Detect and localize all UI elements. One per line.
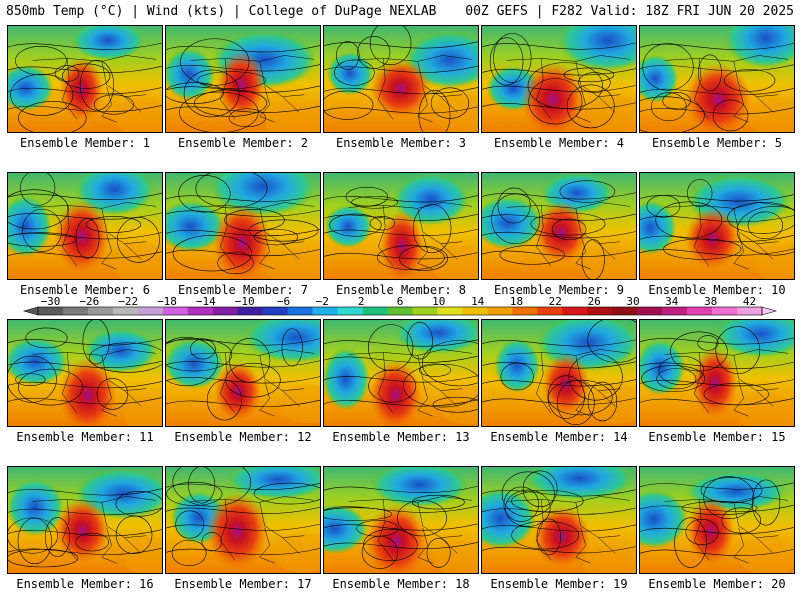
colorbar-bin <box>237 307 263 315</box>
colorbar-bin <box>462 307 488 315</box>
member-label-16: Ensemble Member: 16 <box>16 577 154 591</box>
colorbar-tick-label: 34 <box>665 296 679 308</box>
colorbar-tick-label: 42 <box>743 296 756 308</box>
member-label-19: Ensemble Member: 19 <box>490 577 628 591</box>
colorbar-bin <box>512 307 538 315</box>
colorbar-bin <box>612 307 638 315</box>
colorbar-bin <box>337 307 363 315</box>
member-map-9 <box>481 172 637 280</box>
member-map-19 <box>481 466 637 574</box>
member-label-2: Ensemble Member: 2 <box>177 136 309 150</box>
colorbar-bin <box>312 307 338 315</box>
colorbar-bin <box>187 307 214 315</box>
colorbar-tick-label: −10 <box>235 296 255 308</box>
member-label-13: Ensemble Member: 13 <box>332 430 470 444</box>
member-label-18: Ensemble Member: 18 <box>332 577 470 591</box>
member-map-14 <box>481 319 637 427</box>
colorbar-tick-label: −18 <box>157 296 177 308</box>
colorbar-tick-label: −26 <box>79 296 99 308</box>
colorbar-tick-label: 30 <box>626 296 639 308</box>
colorbar-bin <box>38 307 64 315</box>
colorbar-bin <box>212 307 239 315</box>
member-label-15: Ensemble Member: 15 <box>648 430 786 444</box>
member-map-16 <box>7 466 163 574</box>
member-map-15 <box>639 319 795 427</box>
member-map-13 <box>323 319 479 427</box>
colorbar-bin <box>62 307 89 315</box>
member-label-14: Ensemble Member: 14 <box>490 430 628 444</box>
colorbar-bin <box>687 307 713 315</box>
colorbar-bin <box>737 307 763 315</box>
colorbar-tick-label: −2 <box>316 296 329 308</box>
map-title: 850mb Temp (°C) | Wind (kts) | College o… <box>6 4 437 19</box>
colorbar-arrow-left <box>22 306 39 316</box>
member-map-18 <box>323 466 479 574</box>
member-label-12: Ensemble Member: 12 <box>174 430 312 444</box>
colorbar-bin <box>287 307 313 315</box>
member-label-9: Ensemble Member: 9 <box>493 283 625 297</box>
colorbar-bin <box>487 307 513 315</box>
member-map-11 <box>7 319 163 427</box>
member-label-1: Ensemble Member: 1 <box>19 136 151 150</box>
colorbar-tick-label: 2 <box>358 296 365 308</box>
valid-time: 00Z GEFS | F282 Valid: 18Z FRI JUN 20 20… <box>465 4 794 19</box>
colorbar-bin <box>437 307 463 315</box>
colorbar-bin <box>362 307 388 315</box>
colorbar-arrow-right <box>761 306 778 316</box>
colorbar-bin <box>637 307 663 315</box>
member-map-6 <box>7 172 163 280</box>
member-map-3 <box>323 25 479 133</box>
colorbar-tick-label: 10 <box>432 296 445 308</box>
member-label-6: Ensemble Member: 6 <box>19 283 151 297</box>
member-map-8 <box>323 172 479 280</box>
colorbar-tick-label: −14 <box>196 296 216 308</box>
member-label-20: Ensemble Member: 20 <box>648 577 786 591</box>
colorbar-bin <box>662 307 688 315</box>
member-label-17: Ensemble Member: 17 <box>174 577 312 591</box>
colorbar-bin <box>537 307 563 315</box>
member-label-4: Ensemble Member: 4 <box>493 136 625 150</box>
member-label-7: Ensemble Member: 7 <box>177 283 309 297</box>
colorbar-tick-label: 26 <box>588 296 601 308</box>
colorbar-tick-label: 14 <box>471 296 485 308</box>
colorbar-tick-label: −30 <box>41 296 61 308</box>
member-map-17 <box>165 466 321 574</box>
member-map-20 <box>639 466 795 574</box>
colorbar-bin <box>712 307 738 315</box>
colorbar-bin <box>562 307 588 315</box>
colorbar-bin <box>587 307 613 315</box>
colorbar-bin <box>137 307 164 315</box>
member-map-12 <box>165 319 321 427</box>
colorbar-tick-label: 18 <box>510 296 523 308</box>
colorbar-tick-label: −6 <box>277 296 290 308</box>
colorbar-bin <box>162 307 189 315</box>
member-label-8: Ensemble Member: 8 <box>335 283 467 297</box>
colorbar-bin <box>412 307 438 315</box>
colorbar-tick-label: 6 <box>397 296 404 308</box>
member-label-11: Ensemble Member: 11 <box>16 430 154 444</box>
member-map-1 <box>7 25 163 133</box>
member-map-10 <box>639 172 795 280</box>
member-label-10: Ensemble Member: 10 <box>648 283 786 297</box>
member-map-5 <box>639 25 795 133</box>
member-map-7 <box>165 172 321 280</box>
member-label-5: Ensemble Member: 5 <box>651 136 783 150</box>
colorbar-bin <box>262 307 288 315</box>
colorbar-tick-label: 38 <box>704 296 717 308</box>
temperature-colorbar: −30 −26 −22 −18 −14 −10 −6 −2 2 6 10 14 18 22 26 30 34 38… <box>22 296 778 316</box>
member-map-4 <box>481 25 637 133</box>
member-map-2 <box>165 25 321 133</box>
colorbar-tick-label: −22 <box>118 296 138 308</box>
member-label-3: Ensemble Member: 3 <box>335 136 467 150</box>
colorbar-bin <box>87 307 114 315</box>
colorbar-tick-label: 22 <box>549 296 562 308</box>
colorbar-bin <box>387 307 413 315</box>
colorbar-bin <box>112 307 139 315</box>
